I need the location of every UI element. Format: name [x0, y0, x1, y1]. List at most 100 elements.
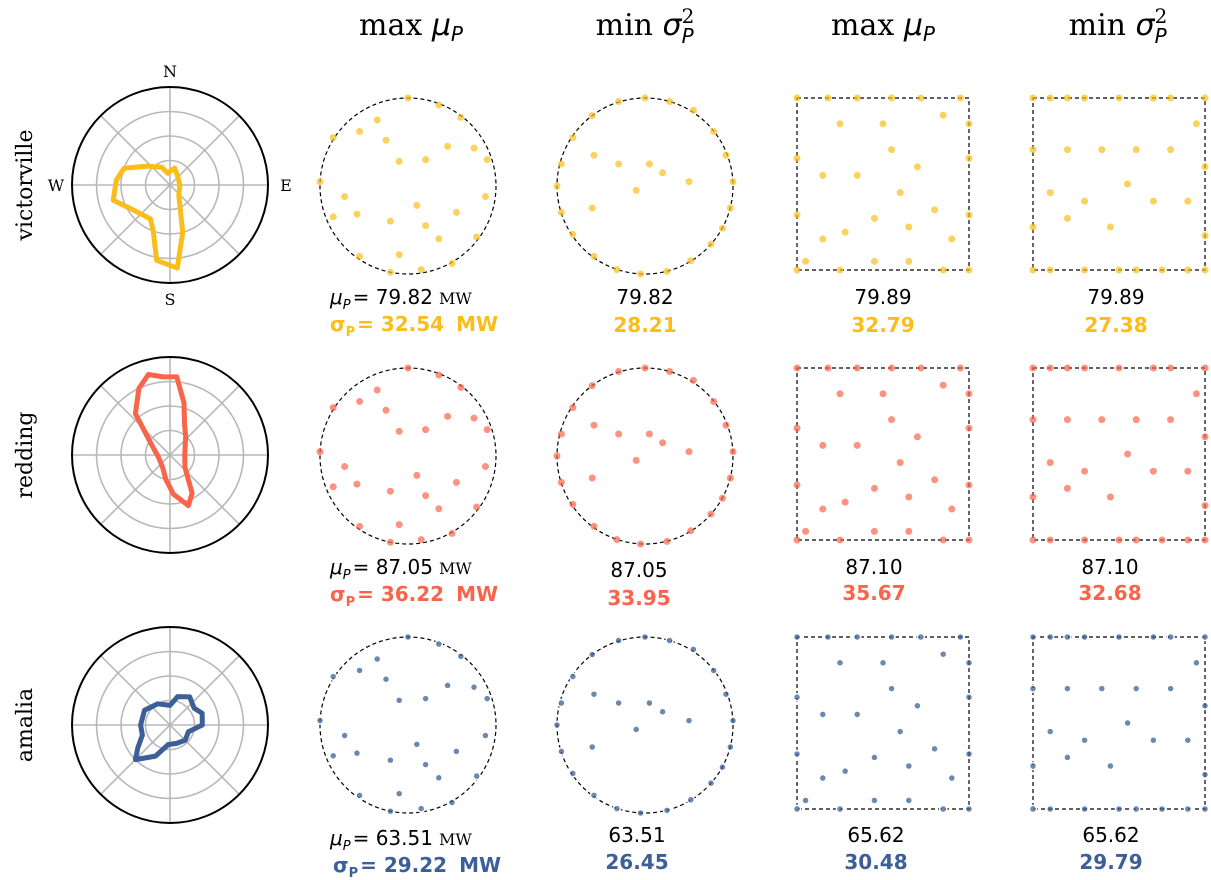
- turbine-point: [1200, 770, 1210, 779]
- turbine-point: [382, 136, 390, 144]
- turbine-point: [663, 537, 671, 545]
- turbine-point: [435, 235, 443, 243]
- turbine-point: [1098, 416, 1106, 424]
- turbine-point: [316, 448, 324, 456]
- turbine-point: [457, 383, 465, 391]
- turbine-point: [1149, 735, 1158, 745]
- turbine-point: [632, 456, 640, 464]
- turbine-point: [840, 766, 850, 776]
- rose-outer-ring: [71, 356, 269, 554]
- turbine-point: [640, 632, 650, 642]
- turbine-point: [422, 426, 430, 434]
- turbine-point: [569, 230, 577, 238]
- turbine-point: [956, 364, 964, 372]
- turbine-point: [421, 760, 430, 769]
- turbine-point: [557, 160, 565, 168]
- turbine-point: [394, 696, 404, 705]
- turbine-point: [888, 364, 896, 372]
- turbine-point: [590, 522, 598, 530]
- turbine-point: [662, 806, 672, 815]
- turbine-point: [590, 252, 598, 260]
- sigma-first: σP = 29.22 MW: [333, 853, 501, 880]
- turbine-point: [905, 493, 913, 501]
- wind-rose-line: [132, 372, 195, 509]
- turbine-point: [888, 94, 896, 102]
- turbine-point: [818, 773, 828, 783]
- turbine-point: [412, 740, 422, 749]
- turbine-point: [612, 804, 622, 813]
- turbine-point: [1028, 761, 1038, 771]
- turbine-point: [590, 421, 598, 429]
- turbine-point: [553, 452, 561, 460]
- turbine-point: [879, 390, 887, 398]
- turbine-point: [1167, 94, 1175, 102]
- turbine-point: [916, 632, 926, 642]
- turbine-point: [793, 424, 801, 432]
- turbine-point: [870, 753, 879, 762]
- turbine-point: [853, 441, 861, 449]
- square-layout: [793, 94, 973, 274]
- turbine-point: [659, 169, 667, 177]
- rose-outer-ring: [71, 86, 269, 284]
- turbine-point: [686, 795, 696, 805]
- turbine-point: [1115, 94, 1123, 102]
- turbine-point: [470, 144, 478, 152]
- turbine-point: [726, 204, 734, 212]
- turbine-point: [483, 426, 491, 434]
- rose-grid-spoke: [100, 655, 240, 795]
- turbine-point: [1158, 266, 1166, 274]
- turbine-point: [589, 791, 599, 800]
- sigma-value: 26.45: [605, 850, 668, 874]
- turbine-point: [1063, 94, 1071, 102]
- turbine-point: [1081, 266, 1089, 274]
- turbine-point: [590, 151, 598, 159]
- domain-boundary-circle: [556, 97, 734, 275]
- turbine-point: [587, 742, 597, 752]
- turbine-point: [614, 636, 623, 645]
- turbine-point: [1081, 197, 1089, 205]
- mu-value: 63.51: [608, 823, 665, 847]
- turbine-point: [965, 481, 973, 489]
- turbine-point: [1132, 536, 1140, 544]
- turbine-point: [1167, 416, 1175, 424]
- turbine-point: [1201, 266, 1209, 274]
- turbine-point: [315, 716, 325, 725]
- turbine-point: [1183, 804, 1193, 814]
- turbine-point: [404, 364, 412, 372]
- turbine-point: [793, 536, 801, 544]
- turbine-point: [481, 463, 489, 471]
- turbine-point: [613, 266, 621, 274]
- turbine-point: [416, 804, 426, 813]
- turbine-point: [395, 251, 403, 259]
- turbine-point: [965, 536, 973, 544]
- domain-boundary-square: [1032, 97, 1206, 271]
- turbine-point: [792, 692, 802, 702]
- wind-rose-victorville: [71, 86, 269, 284]
- turbine-point: [905, 223, 913, 231]
- turbine-point: [793, 211, 801, 219]
- turbine-point: [802, 527, 810, 535]
- turbine-point: [1114, 632, 1124, 642]
- turbine-point: [447, 798, 457, 807]
- turbine-point: [1029, 266, 1037, 274]
- turbine-point: [557, 478, 565, 486]
- compass-s: S: [165, 290, 176, 309]
- wind-rose-redding: [71, 356, 269, 554]
- turbine-point: [684, 716, 694, 725]
- turbine-point: [1149, 632, 1158, 642]
- compass-w: W: [48, 176, 65, 195]
- turbine-point: [452, 747, 461, 756]
- turbine-point: [1158, 536, 1166, 544]
- turbine-point: [792, 632, 802, 642]
- turbine-point: [965, 154, 973, 162]
- turbine-point: [939, 536, 947, 544]
- turbine-point: [964, 658, 974, 668]
- circular-layout: [553, 364, 737, 548]
- turbine-point: [888, 416, 896, 424]
- turbine-point: [823, 632, 833, 642]
- turbine-point: [1200, 804, 1210, 814]
- sigma-value: 32.79: [851, 313, 914, 337]
- turbine-point: [452, 208, 460, 216]
- turbine-point: [641, 364, 649, 372]
- turbine-point: [841, 498, 849, 506]
